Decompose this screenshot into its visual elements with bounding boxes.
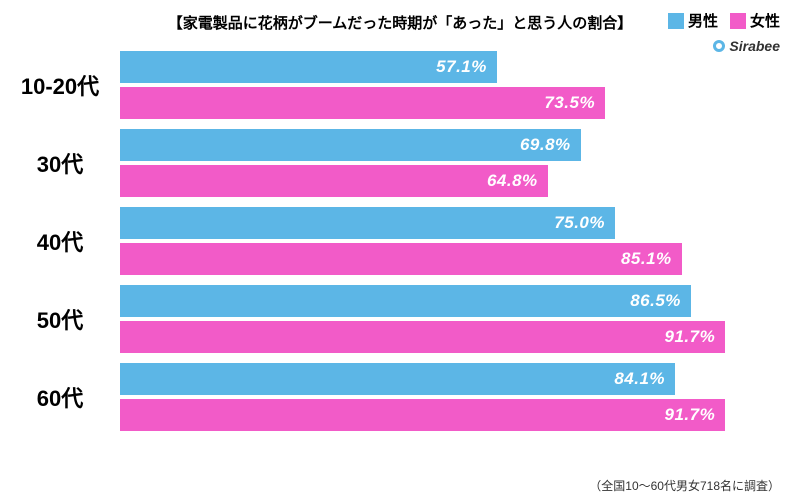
legend: 男性 女性: [668, 10, 780, 31]
bar-value: 57.1%: [436, 57, 487, 77]
bars: 86.5% 91.7%: [120, 285, 780, 353]
bar-female: 85.1%: [120, 243, 780, 275]
legend-swatch-male: [668, 13, 684, 29]
group-60: 60代 84.1% 91.7%: [0, 363, 780, 431]
chart-groups: 10-20代 57.1% 73.5% 30代: [0, 51, 800, 431]
bar-value: 91.7%: [665, 327, 716, 347]
bar-value: 85.1%: [621, 249, 672, 269]
bars: 69.8% 64.8%: [120, 129, 780, 197]
bar-value: 84.1%: [614, 369, 665, 389]
bar-male: 69.8%: [120, 129, 780, 161]
bar-female: 91.7%: [120, 321, 780, 353]
group-40: 40代 75.0% 85.1%: [0, 207, 780, 275]
legend-swatch-female: [730, 13, 746, 29]
legend-item-female: 女性: [730, 10, 780, 31]
bar-value: 64.8%: [487, 171, 538, 191]
bar-female: 73.5%: [120, 87, 780, 119]
bar-female: 64.8%: [120, 165, 780, 197]
chart-footnote: （全国10〜60代男女718名に調査）: [589, 477, 780, 494]
bar-value: 75.0%: [554, 213, 605, 233]
legend-label-male: 男性: [688, 10, 718, 31]
bar-value: 86.5%: [630, 291, 681, 311]
category-label: 40代: [0, 225, 120, 257]
bar-value: 73.5%: [544, 93, 595, 113]
category-label: 30代: [0, 147, 120, 179]
bars: 57.1% 73.5%: [120, 51, 780, 119]
bars: 75.0% 85.1%: [120, 207, 780, 275]
bars: 84.1% 91.7%: [120, 363, 780, 431]
group-10-20: 10-20代 57.1% 73.5%: [0, 51, 780, 119]
legend-label-female: 女性: [750, 10, 780, 31]
category-label: 50代: [0, 303, 120, 335]
brand-text: Sirabee: [729, 38, 780, 54]
group-30: 30代 69.8% 64.8%: [0, 129, 780, 197]
bar-male: 86.5%: [120, 285, 780, 317]
brand-icon: [713, 40, 725, 52]
bar-value: 69.8%: [520, 135, 571, 155]
bar-male: 57.1%: [120, 51, 780, 83]
group-50: 50代 86.5% 91.7%: [0, 285, 780, 353]
bar-value: 91.7%: [665, 405, 716, 425]
category-label: 60代: [0, 381, 120, 413]
bar-male: 84.1%: [120, 363, 780, 395]
bar-chart: 【家電製品に花柄がブームだった時期が「あった」と思う人の割合】 男性 女性 Si…: [0, 0, 800, 500]
legend-item-male: 男性: [668, 10, 718, 31]
bar-female: 91.7%: [120, 399, 780, 431]
category-label: 10-20代: [0, 69, 120, 101]
brand-badge: Sirabee: [713, 38, 780, 54]
bar-male: 75.0%: [120, 207, 780, 239]
